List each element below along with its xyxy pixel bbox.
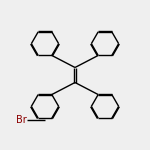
Text: Br: Br	[16, 115, 27, 125]
